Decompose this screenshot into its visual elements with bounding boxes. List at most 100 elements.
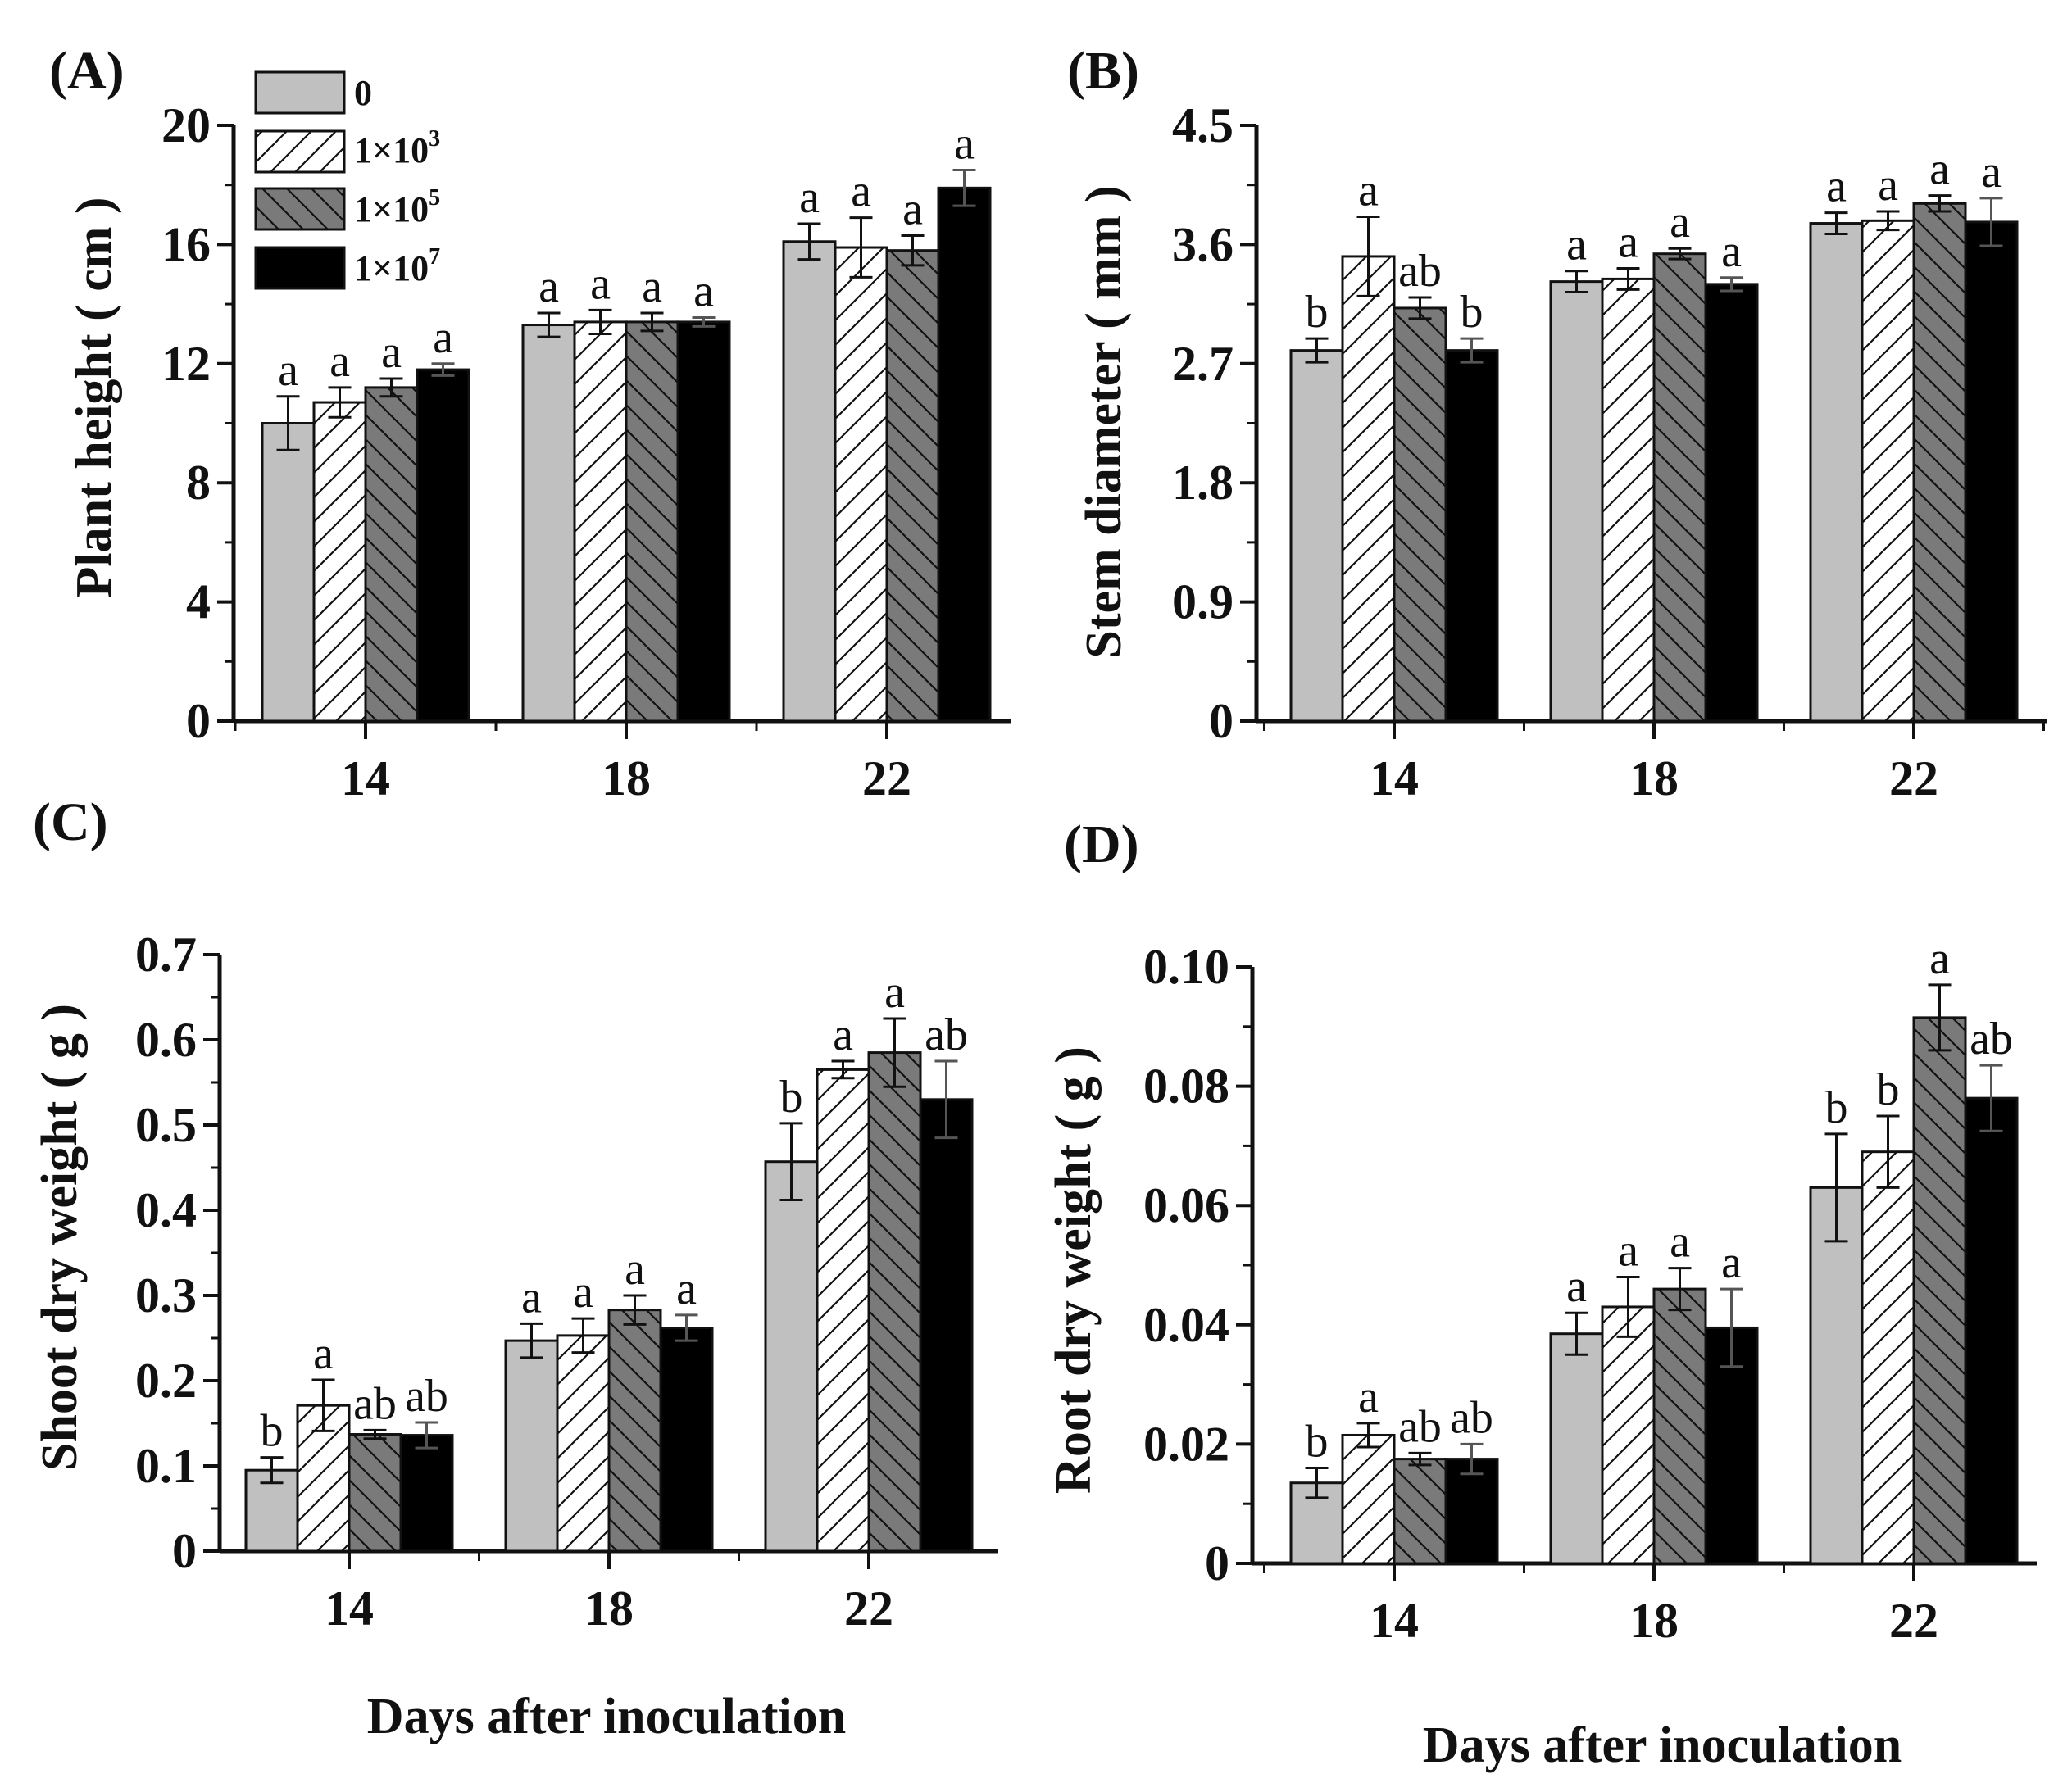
- significance-letter: a: [1826, 161, 1847, 212]
- y-tick-label: 2.7: [1172, 337, 1234, 391]
- y-tick-label: 0.3: [135, 1268, 197, 1323]
- significance-letter: b: [1306, 287, 1329, 338]
- significance-letter: b: [1825, 1082, 1848, 1133]
- panel-label: (C): [33, 792, 108, 852]
- significance-letter: a: [433, 312, 453, 363]
- bar: [659, 1327, 714, 1553]
- y-tick-label: 12: [161, 337, 211, 391]
- bar: [625, 320, 679, 723]
- bar: [1652, 252, 1707, 723]
- significance-letter: a: [1929, 144, 1950, 195]
- bar: [416, 368, 470, 723]
- y-tick-label: 0: [1205, 1536, 1229, 1590]
- y-tick-label: 0.5: [135, 1098, 197, 1152]
- bar: [1444, 1458, 1499, 1565]
- legend-item-1e7: 1×107: [254, 244, 440, 290]
- bar: [1809, 1186, 1864, 1565]
- significance-letter: a: [313, 1328, 334, 1379]
- bar: [1964, 220, 2019, 723]
- legend-label: 1×10: [354, 189, 429, 229]
- bar: [521, 324, 576, 723]
- bar: [573, 320, 628, 723]
- y-tick-label: 0.9: [1172, 575, 1234, 629]
- y-tick-label: 0.04: [1143, 1298, 1229, 1352]
- significance-letter: ab: [353, 1378, 397, 1429]
- bar: [312, 401, 367, 723]
- y-tick-label: 0.08: [1143, 1059, 1229, 1114]
- significance-letter: ab: [1398, 246, 1442, 297]
- significance-letter: a: [329, 336, 350, 387]
- significance-letter: ab: [925, 1009, 968, 1060]
- significance-letter: a: [1721, 1237, 1742, 1288]
- y-tick-label: 3.6: [1172, 217, 1234, 271]
- y-tick-label: 0.02: [1143, 1417, 1229, 1471]
- bar: [919, 1098, 974, 1553]
- panel-label: (B): [1067, 41, 1139, 101]
- bar: [1549, 1332, 1604, 1565]
- significance-letter: ab: [1450, 1392, 1493, 1443]
- significance-letter: a: [884, 967, 905, 1018]
- y-tick-label: 0.7: [135, 928, 197, 982]
- significance-letter: a: [851, 166, 871, 217]
- bar: [676, 320, 731, 723]
- legend-exponent: 3: [429, 126, 440, 152]
- significance-letter: a: [381, 327, 402, 378]
- y-tick-label: 0.06: [1143, 1178, 1229, 1232]
- x-tick-label: 18: [1629, 751, 1679, 805]
- significance-letter: a: [625, 1244, 645, 1295]
- bar: [1809, 222, 1864, 723]
- bar: [1652, 1287, 1707, 1565]
- x-tick-label: 14: [341, 751, 390, 805]
- significance-letter: b: [1877, 1064, 1900, 1115]
- bar: [504, 1339, 559, 1553]
- significance-letter: a: [590, 258, 611, 309]
- bar: [1549, 280, 1604, 723]
- x-tick-label: 18: [602, 751, 651, 805]
- y-tick-label: 8: [186, 456, 211, 510]
- significance-letter: a: [1566, 1261, 1587, 1312]
- legend-item-1e5: 1×105: [254, 185, 440, 231]
- x-tick-label: 14: [1370, 1594, 1419, 1648]
- bar: [885, 249, 940, 723]
- legend-exponent: 7: [429, 244, 440, 270]
- significance-letter: a: [676, 1264, 697, 1314]
- bar: [1601, 1305, 1656, 1565]
- x-axis-title: Days after inoculation: [367, 1689, 846, 1744]
- significance-letter: a: [833, 1009, 853, 1060]
- panel-d-root-dry-weight: (D) Root dry weight ( g ) Days after ino…: [1046, 814, 2037, 1773]
- bar: [1861, 1150, 1915, 1565]
- significance-letter: b: [1461, 287, 1484, 338]
- significance-letter: a: [1358, 1372, 1379, 1422]
- x-tick-label: 18: [584, 1581, 634, 1636]
- bar: [834, 246, 888, 723]
- legend-swatch-white-hatch: [254, 129, 346, 174]
- y-tick-label: 0.10: [1143, 940, 1229, 994]
- legend-swatch-gray: [254, 70, 346, 115]
- significance-letter: a: [278, 345, 298, 396]
- legend-label-group: 1×107: [354, 244, 440, 288]
- bar: [348, 1433, 402, 1553]
- bar: [364, 386, 419, 723]
- bar: [1964, 1096, 2019, 1565]
- panel-label: (A): [49, 41, 125, 101]
- legend-swatch-black: [254, 246, 346, 290]
- y-tick-label: 0.2: [135, 1354, 197, 1408]
- significance-letter: b: [261, 1406, 284, 1457]
- bar: [556, 1334, 611, 1553]
- significance-letter: b: [1306, 1417, 1329, 1468]
- y-tick-label: 4: [186, 575, 211, 629]
- y-axis-title: Root dry weight ( g ): [1046, 1046, 1102, 1494]
- bar: [261, 422, 316, 723]
- y-tick-label: 16: [161, 217, 211, 271]
- y-tick-label: 0: [186, 694, 211, 748]
- x-tick-label: 18: [1629, 1594, 1679, 1648]
- y-tick-label: 0: [172, 1524, 197, 1578]
- significance-letter: ab: [405, 1371, 448, 1422]
- y-tick-label: 0.1: [135, 1439, 197, 1493]
- bar: [937, 186, 992, 723]
